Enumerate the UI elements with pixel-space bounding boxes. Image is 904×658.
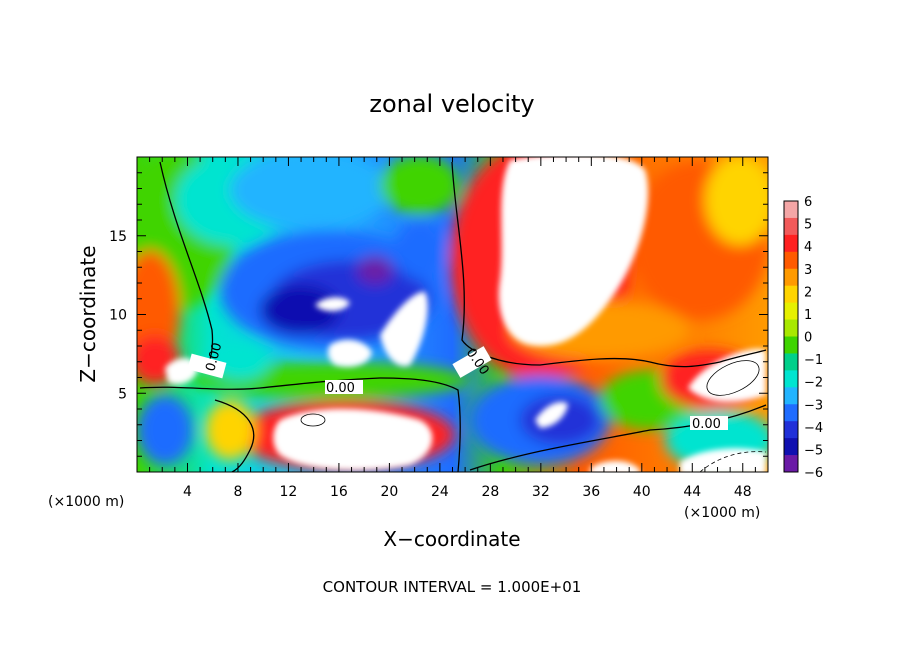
colorbar-label: −1: [804, 353, 823, 368]
colorbar-label: 1: [804, 308, 812, 323]
colorbar-swatch: [784, 268, 798, 287]
colorbar-swatch: [784, 234, 798, 253]
colorbar-swatch: [784, 251, 798, 270]
colorbar-label: −6: [804, 466, 823, 481]
contour-interval-footer: CONTOUR INTERVAL = 1.000E+01: [323, 578, 582, 596]
x-tick-label: 48: [734, 484, 752, 500]
x-axis-ticks: 4 8 12 16 20 24 28 32 36 40 44 48: [149, 157, 756, 500]
colorbar-swatch: [784, 421, 798, 439]
x-tick-label: 44: [683, 484, 701, 500]
colorbar-swatch: [784, 201, 798, 219]
contour-label: 0.00: [203, 341, 225, 373]
colorbar-swatch: [784, 438, 798, 456]
colorbar-swatch: [784, 370, 798, 388]
x-tick-label: 40: [633, 484, 651, 500]
y-axis-ticks: 5 10 15: [109, 172, 768, 457]
colorbar: 6 5 4 3 2 1 0 −1 −2 −3 −4 −5 −6: [783, 195, 823, 481]
contour-label: 0.00: [692, 417, 721, 432]
colorbar-label: −2: [804, 376, 823, 391]
contour-label: 0.00: [326, 381, 355, 396]
y-tick-label: 15: [109, 229, 127, 245]
z-unit-label: (×1000 m): [48, 494, 124, 510]
x-unit-label: (×1000 m): [684, 505, 760, 521]
x-axis-label: X−coordinate: [383, 527, 520, 551]
x-tick-label: 32: [532, 484, 550, 500]
colorbar-swatch: [784, 302, 798, 321]
colorbar-swatch: [784, 353, 798, 371]
x-tick-label: 28: [481, 484, 499, 500]
colorbar-swatch: [784, 387, 798, 405]
colorbar-label: 0: [804, 331, 812, 346]
y-tick-label: 10: [109, 308, 127, 324]
colorbar-swatch: [784, 336, 798, 354]
x-tick-label: 8: [233, 484, 242, 500]
colorbar-label: 4: [804, 240, 812, 255]
colorbar-label: −4: [804, 421, 823, 436]
colorbar-swatch: [784, 319, 798, 337]
x-tick-label: 20: [380, 484, 398, 500]
colorbar-swatch: [784, 285, 798, 304]
minor-contours: [300, 360, 767, 472]
x-tick-label: 4: [183, 484, 192, 500]
x-tick-label: 36: [582, 484, 600, 500]
colorbar-label: −3: [804, 398, 823, 413]
colorbar-label: 6: [804, 195, 812, 210]
x-tick-label: 12: [280, 484, 298, 500]
colorbar-label: 3: [804, 263, 812, 278]
colorbar-label: −5: [804, 443, 823, 458]
colorbar-frame: [783, 200, 799, 473]
y-axis-label: Z−coordinate: [76, 245, 100, 382]
colorbar-swatch: [784, 404, 798, 422]
colorbar-swatch: [784, 455, 798, 473]
x-tick-label: 16: [330, 484, 348, 500]
colorbar-swatch: [784, 217, 798, 236]
velocity-field: 0.00 0.00 0.00 0.00: [137, 157, 768, 472]
colorbar-label: 5: [804, 218, 812, 233]
x-tick-label: 24: [431, 484, 449, 500]
colorbar-label: 2: [804, 285, 812, 300]
chart-title: zonal velocity: [369, 90, 534, 118]
contour-label-boxes: [187, 346, 728, 430]
y-tick-label: 5: [118, 386, 127, 402]
